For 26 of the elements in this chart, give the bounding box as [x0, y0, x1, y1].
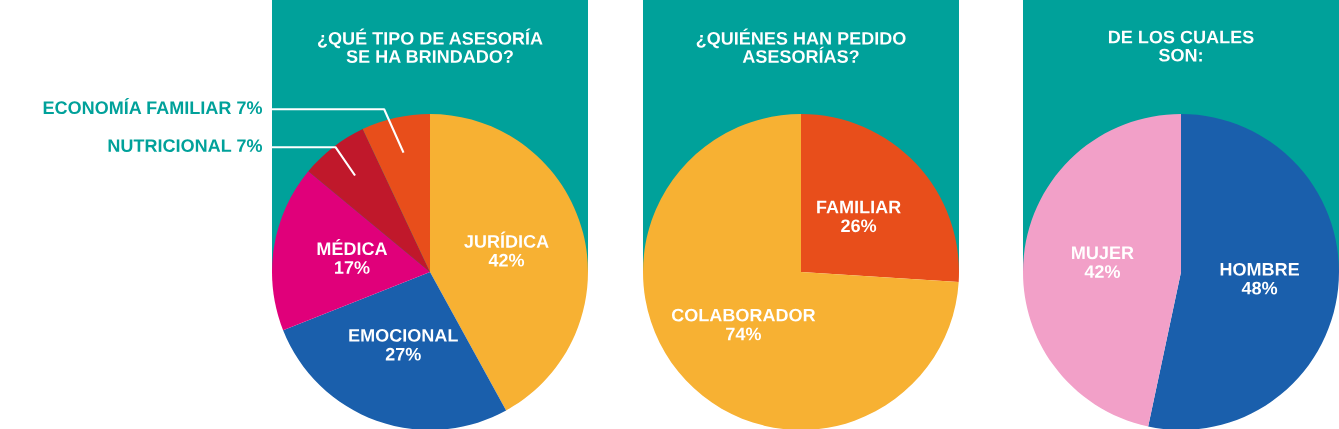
slice-label: NUTRICIONAL 7%: [108, 139, 263, 153]
slice-label: HOMBRE: [1220, 262, 1299, 276]
slice-label: ECONOMÍA FAMILIAR 7%: [43, 97, 263, 115]
chart-title: ¿QUÉ TIPO DE ASESORÍA SE HA BRINDADO?: [317, 28, 543, 63]
data-label: 17%: [335, 261, 370, 274]
pie-slice: [308, 129, 430, 272]
slice-label: JURÍDICA: [464, 231, 549, 248]
pie-slice: [1148, 114, 1339, 429]
pie-slice: [1023, 114, 1181, 427]
slice-label: MÉDICA: [317, 238, 388, 256]
data-label: 42%: [1084, 265, 1121, 278]
chart-title: DE LOS CUALES SON:: [1108, 30, 1254, 62]
data-label: 74%: [726, 327, 762, 341]
slice-label: EMOCIONAL: [349, 328, 458, 342]
slice-label: COLABORADOR: [671, 308, 816, 322]
data-label: 48%: [1241, 281, 1278, 295]
slice-label: FAMILIAR: [817, 200, 901, 214]
pie-slice: [643, 114, 959, 429]
data-label: 42%: [488, 253, 525, 267]
slice-label: MUJER: [1072, 246, 1134, 260]
pie-slice: [272, 171, 430, 331]
chart-title: ¿QUIÉNES HAN PEDIDO ASESORÍAS?: [696, 28, 906, 63]
pie-slice: [283, 272, 507, 429]
data-label: 26%: [841, 219, 877, 233]
pie-slice: [801, 114, 959, 282]
data-label: 27%: [385, 347, 421, 361]
